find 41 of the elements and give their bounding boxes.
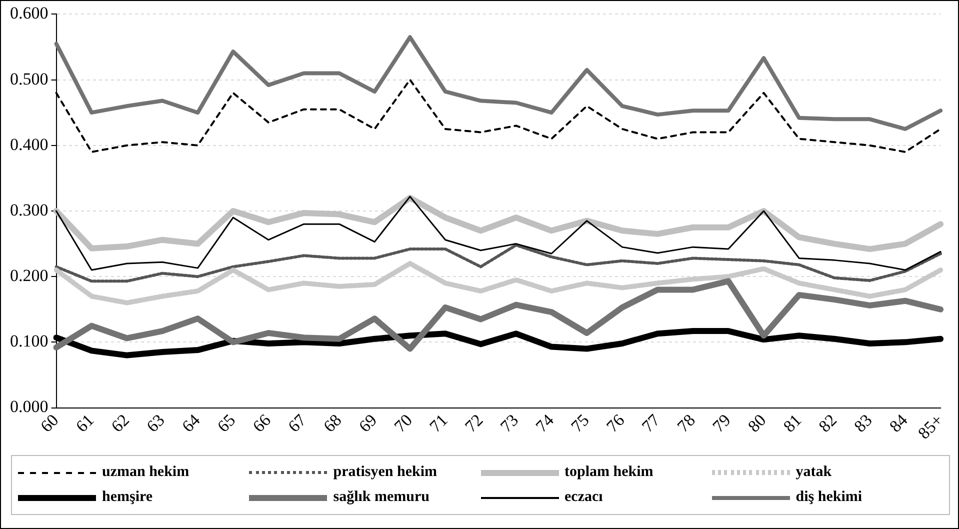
legend-label: uzman hekim xyxy=(102,464,190,481)
legend-label: pratisyen hekim xyxy=(333,464,438,481)
y-tick-label: 0.300 xyxy=(10,200,48,220)
x-tick-label: 74 xyxy=(532,410,558,436)
legend-label: yatak xyxy=(796,464,832,481)
x-tick-label: 71 xyxy=(426,410,452,436)
legend-label: hemşire xyxy=(102,489,153,506)
y-tick-label: 0.400 xyxy=(10,134,48,154)
x-tick-label: 82 xyxy=(814,410,840,436)
x-tick-label: 73 xyxy=(496,410,522,436)
x-tick-label: 85+ xyxy=(914,410,947,443)
x-tick-label: 68 xyxy=(320,410,346,436)
x-tick-label: 77 xyxy=(638,410,664,436)
x-tick-label: 69 xyxy=(355,410,381,436)
x-tick-label: 63 xyxy=(142,410,168,436)
y-tick-label: 0.200 xyxy=(10,266,48,286)
x-tick-label: 72 xyxy=(461,410,487,436)
line-series xyxy=(54,244,942,283)
x-tick-label: 76 xyxy=(602,410,628,436)
x-tick-label: 83 xyxy=(850,410,876,436)
x-tick-label: 75 xyxy=(567,410,593,436)
x-tick-label: 84 xyxy=(886,410,912,436)
x-tick-label: 64 xyxy=(178,410,204,436)
legend-label: diş hekimi xyxy=(796,489,862,506)
x-tick-label: 61 xyxy=(72,410,98,436)
y-tick-label: 0.100 xyxy=(10,332,48,351)
y-tick-label: 0.500 xyxy=(10,69,48,88)
x-tick-label: 66 xyxy=(249,410,274,436)
x-tick-label: 67 xyxy=(284,410,310,436)
x-tick-label: 65 xyxy=(214,410,240,436)
x-tick-label: 81 xyxy=(780,410,806,436)
legend-label: toplam hekim xyxy=(564,464,654,481)
x-tick-label: 78 xyxy=(673,410,699,436)
x-tick-label: 70 xyxy=(390,410,416,436)
y-tick-label: 0.000 xyxy=(10,397,48,416)
x-tick-label: 79 xyxy=(708,410,734,436)
legend-label: sağlık memuru xyxy=(333,489,430,506)
x-tick-label: 62 xyxy=(108,410,133,436)
y-tick-label: 0.600 xyxy=(10,4,48,23)
legend-label: eczacı xyxy=(564,489,603,506)
x-tick-label: 80 xyxy=(744,410,770,436)
